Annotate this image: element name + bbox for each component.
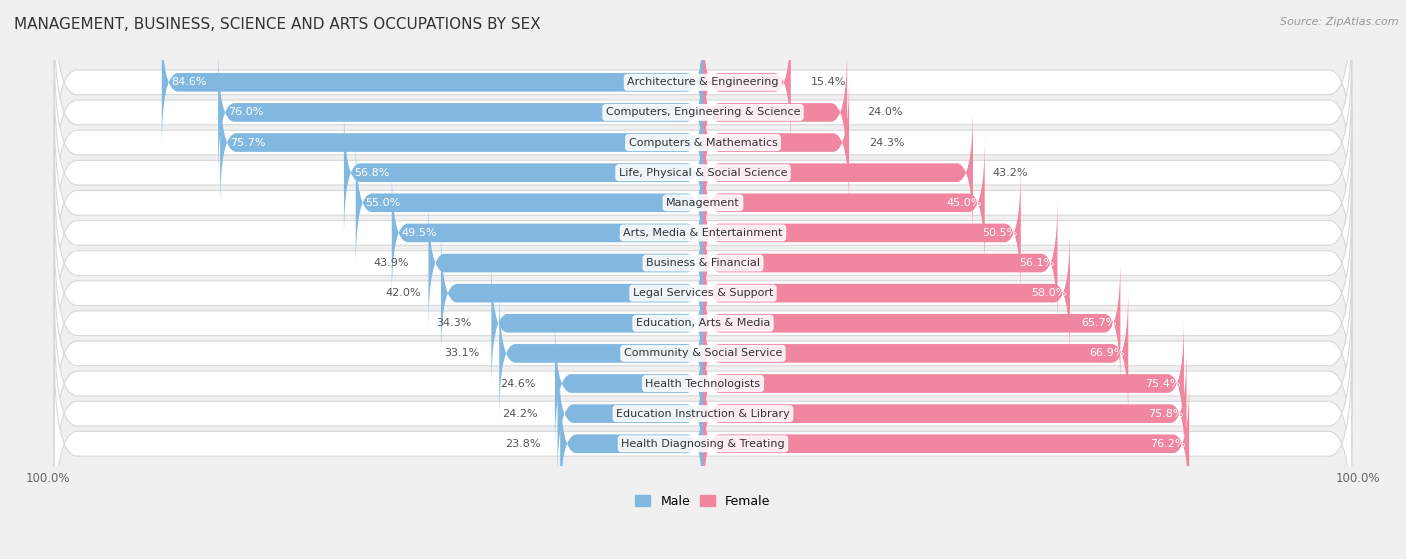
- FancyBboxPatch shape: [221, 77, 703, 209]
- FancyBboxPatch shape: [703, 318, 1184, 449]
- Text: 42.0%: 42.0%: [385, 288, 422, 298]
- Text: 84.6%: 84.6%: [172, 77, 207, 87]
- FancyBboxPatch shape: [55, 291, 1351, 477]
- Text: Health Technologists: Health Technologists: [645, 378, 761, 389]
- Text: Health Diagnosing & Treating: Health Diagnosing & Treating: [621, 439, 785, 449]
- Text: Life, Physical & Social Science: Life, Physical & Social Science: [619, 168, 787, 178]
- FancyBboxPatch shape: [55, 20, 1351, 206]
- Text: Business & Financial: Business & Financial: [645, 258, 761, 268]
- Text: 50.5%: 50.5%: [983, 228, 1018, 238]
- FancyBboxPatch shape: [55, 350, 1351, 537]
- FancyBboxPatch shape: [55, 320, 1351, 506]
- FancyBboxPatch shape: [499, 287, 703, 419]
- Text: 24.0%: 24.0%: [868, 107, 903, 117]
- Text: 24.2%: 24.2%: [502, 409, 538, 419]
- FancyBboxPatch shape: [344, 107, 703, 239]
- FancyBboxPatch shape: [441, 227, 703, 359]
- Text: 66.9%: 66.9%: [1090, 348, 1125, 358]
- Text: 75.8%: 75.8%: [1147, 409, 1184, 419]
- FancyBboxPatch shape: [703, 16, 790, 148]
- FancyBboxPatch shape: [55, 230, 1351, 416]
- Text: 34.3%: 34.3%: [436, 318, 471, 328]
- Text: 58.0%: 58.0%: [1031, 288, 1067, 298]
- FancyBboxPatch shape: [703, 137, 984, 269]
- Text: 23.8%: 23.8%: [505, 439, 540, 449]
- FancyBboxPatch shape: [55, 200, 1351, 386]
- FancyBboxPatch shape: [392, 167, 703, 299]
- FancyBboxPatch shape: [703, 227, 1070, 359]
- FancyBboxPatch shape: [703, 107, 973, 239]
- FancyBboxPatch shape: [703, 257, 1121, 389]
- Text: 55.0%: 55.0%: [366, 198, 401, 208]
- Text: Management: Management: [666, 198, 740, 208]
- FancyBboxPatch shape: [55, 260, 1351, 447]
- Text: 65.7%: 65.7%: [1081, 318, 1118, 328]
- Text: Community & Social Service: Community & Social Service: [624, 348, 782, 358]
- Text: Source: ZipAtlas.com: Source: ZipAtlas.com: [1281, 17, 1399, 27]
- Text: 33.1%: 33.1%: [444, 348, 479, 358]
- FancyBboxPatch shape: [55, 110, 1351, 296]
- Text: Computers, Engineering & Science: Computers, Engineering & Science: [606, 107, 800, 117]
- Text: 56.1%: 56.1%: [1019, 258, 1054, 268]
- Text: 45.0%: 45.0%: [946, 198, 981, 208]
- FancyBboxPatch shape: [55, 0, 1351, 176]
- Text: 49.5%: 49.5%: [402, 228, 437, 238]
- FancyBboxPatch shape: [218, 46, 703, 178]
- Text: 15.4%: 15.4%: [810, 77, 846, 87]
- FancyBboxPatch shape: [703, 378, 1189, 510]
- FancyBboxPatch shape: [55, 170, 1351, 356]
- Text: 75.4%: 75.4%: [1144, 378, 1181, 389]
- FancyBboxPatch shape: [703, 287, 1128, 419]
- Text: Education, Arts & Media: Education, Arts & Media: [636, 318, 770, 328]
- FancyBboxPatch shape: [703, 167, 1021, 299]
- Text: 56.8%: 56.8%: [354, 168, 389, 178]
- FancyBboxPatch shape: [55, 50, 1351, 236]
- Text: 24.6%: 24.6%: [499, 378, 536, 389]
- FancyBboxPatch shape: [703, 77, 849, 209]
- Legend: Male, Female: Male, Female: [630, 490, 776, 513]
- FancyBboxPatch shape: [703, 46, 848, 178]
- FancyBboxPatch shape: [55, 79, 1351, 266]
- Text: 43.9%: 43.9%: [374, 258, 409, 268]
- Text: MANAGEMENT, BUSINESS, SCIENCE AND ARTS OCCUPATIONS BY SEX: MANAGEMENT, BUSINESS, SCIENCE AND ARTS O…: [14, 17, 541, 32]
- FancyBboxPatch shape: [558, 348, 703, 480]
- FancyBboxPatch shape: [703, 348, 1187, 480]
- Text: 43.2%: 43.2%: [993, 168, 1028, 178]
- Text: Education Instruction & Library: Education Instruction & Library: [616, 409, 790, 419]
- Text: Computers & Mathematics: Computers & Mathematics: [628, 138, 778, 148]
- FancyBboxPatch shape: [162, 16, 703, 148]
- FancyBboxPatch shape: [356, 137, 703, 269]
- Text: 24.3%: 24.3%: [869, 138, 904, 148]
- Text: 76.2%: 76.2%: [1150, 439, 1185, 449]
- Text: 75.7%: 75.7%: [231, 138, 266, 148]
- FancyBboxPatch shape: [560, 378, 703, 510]
- FancyBboxPatch shape: [491, 257, 703, 389]
- Text: 76.0%: 76.0%: [228, 107, 263, 117]
- FancyBboxPatch shape: [703, 197, 1057, 329]
- Text: Arts, Media & Entertainment: Arts, Media & Entertainment: [623, 228, 783, 238]
- FancyBboxPatch shape: [555, 318, 703, 449]
- Text: Legal Services & Support: Legal Services & Support: [633, 288, 773, 298]
- FancyBboxPatch shape: [429, 197, 703, 329]
- FancyBboxPatch shape: [55, 140, 1351, 326]
- Text: Architecture & Engineering: Architecture & Engineering: [627, 77, 779, 87]
